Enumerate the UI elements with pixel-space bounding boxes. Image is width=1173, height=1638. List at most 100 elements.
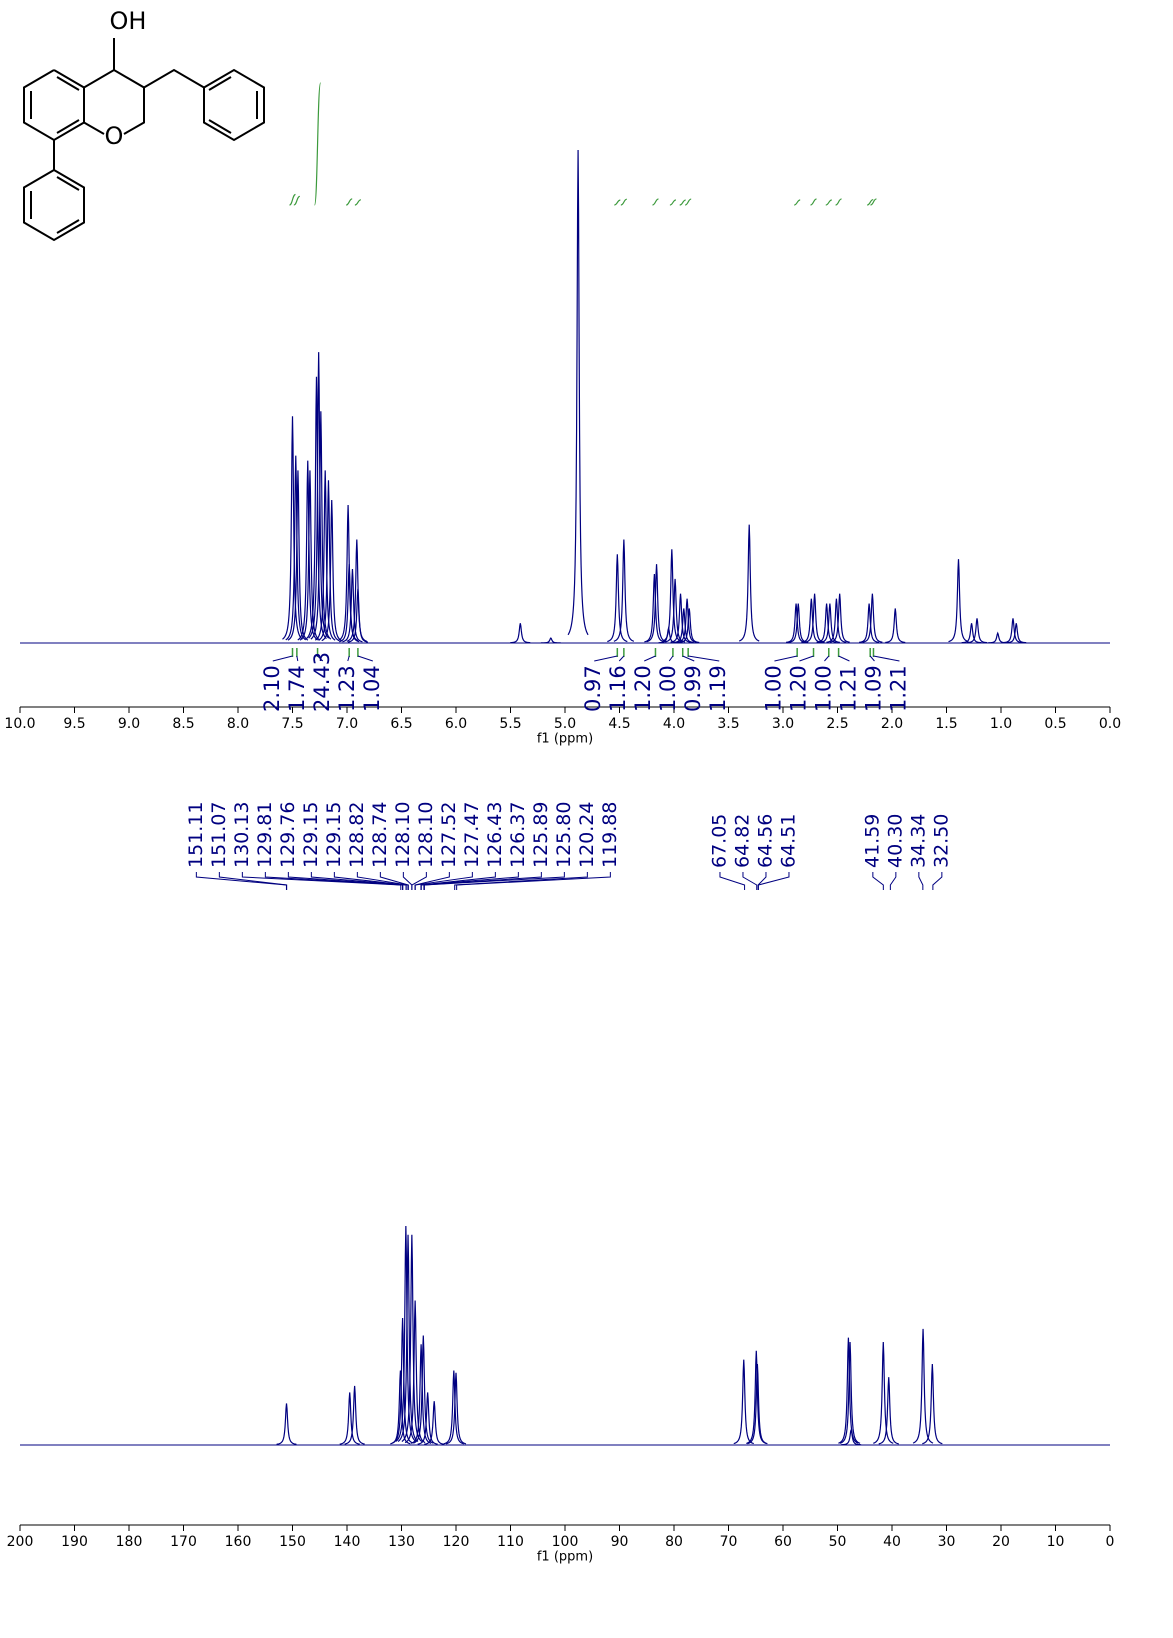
peak bbox=[859, 603, 880, 643]
peak-label: 129.15 bbox=[323, 802, 345, 868]
peak bbox=[1006, 623, 1027, 644]
integral-connector bbox=[618, 655, 625, 662]
double-bond bbox=[56, 176, 80, 191]
double-bond bbox=[56, 119, 80, 134]
phenyl-ring bbox=[23, 169, 85, 242]
peak bbox=[299, 470, 321, 641]
peak-label-connector bbox=[932, 872, 943, 890]
peak bbox=[738, 524, 760, 642]
peak bbox=[285, 455, 307, 641]
peak bbox=[801, 598, 822, 643]
integral-label: 1.19 bbox=[706, 665, 730, 712]
x-tick-label: 1.5 bbox=[935, 716, 957, 732]
peak bbox=[912, 1328, 934, 1444]
x-tick-label: 10.0 bbox=[4, 716, 35, 732]
peak-label-connector bbox=[454, 872, 588, 890]
peak bbox=[392, 1317, 413, 1444]
x-tick-label: 7.0 bbox=[336, 716, 358, 732]
integral-connector bbox=[357, 655, 373, 662]
integral-connector bbox=[799, 655, 814, 662]
x-tick-label: 10 bbox=[1047, 1534, 1065, 1550]
peak-label: 64.82 bbox=[731, 814, 753, 868]
peak bbox=[661, 549, 683, 643]
peak-label-connector bbox=[379, 872, 409, 890]
integral-connector bbox=[594, 655, 618, 662]
peak bbox=[346, 539, 368, 642]
peak bbox=[987, 631, 1008, 644]
peak bbox=[339, 564, 360, 643]
integral-curve bbox=[870, 198, 877, 206]
integral-curve bbox=[810, 198, 817, 206]
peak bbox=[676, 598, 698, 643]
peak-label-connector bbox=[423, 872, 565, 890]
peak bbox=[297, 460, 319, 641]
integral-label: 1.09 bbox=[861, 665, 885, 712]
integral-label: 24.43 bbox=[310, 652, 334, 712]
peak bbox=[318, 480, 339, 641]
peak bbox=[839, 1342, 861, 1444]
peak bbox=[424, 1401, 445, 1445]
x-tick-label: 90 bbox=[611, 1534, 629, 1550]
x-tick-label: 190 bbox=[61, 1534, 88, 1550]
peak bbox=[404, 1300, 426, 1444]
peak-label: 64.56 bbox=[754, 814, 776, 868]
peak-label-connector bbox=[287, 872, 404, 890]
x-tick-label: 180 bbox=[116, 1534, 143, 1550]
integral-connector bbox=[272, 655, 293, 662]
peak bbox=[310, 411, 332, 640]
peak bbox=[878, 1377, 899, 1445]
x-tick-label: 4.5 bbox=[608, 716, 630, 732]
integral-curve bbox=[293, 195, 301, 206]
peak-label-connector bbox=[918, 872, 924, 890]
peak-label: 129.81 bbox=[254, 802, 276, 868]
double-bond bbox=[56, 219, 80, 234]
integral-label: 1.00 bbox=[761, 665, 785, 712]
integral-connector bbox=[296, 655, 299, 662]
x-tick-label: 3.0 bbox=[772, 716, 794, 732]
integral-connector bbox=[774, 655, 798, 662]
x-tick-label: 0 bbox=[1106, 1534, 1115, 1550]
peak bbox=[679, 608, 700, 644]
integral-curve bbox=[825, 199, 832, 206]
x-tick-label: 140 bbox=[334, 1534, 361, 1550]
peak-label: 40.30 bbox=[884, 814, 906, 868]
integral-label: 1.20 bbox=[631, 665, 655, 712]
peak bbox=[922, 1363, 943, 1445]
peak-label: 41.59 bbox=[861, 814, 883, 868]
integral-curve bbox=[346, 198, 353, 206]
peak-label: 125.80 bbox=[553, 802, 575, 868]
peak bbox=[646, 564, 667, 643]
peak bbox=[644, 573, 665, 643]
integral-label: 1.00 bbox=[811, 665, 835, 712]
integral-label: 1.16 bbox=[606, 665, 630, 712]
peak bbox=[733, 1359, 754, 1445]
peak-label-connector bbox=[195, 872, 287, 890]
peak bbox=[670, 593, 691, 643]
integral-curve bbox=[685, 198, 692, 206]
peak bbox=[567, 149, 589, 636]
x-tick-label: 7.5 bbox=[281, 716, 303, 732]
peak-label-connector bbox=[757, 872, 790, 890]
peak bbox=[961, 623, 982, 644]
integral-curve bbox=[614, 199, 621, 206]
peak bbox=[540, 637, 561, 644]
peak bbox=[397, 1234, 419, 1442]
peak-label: 64.51 bbox=[777, 814, 799, 868]
integral-label: 1.00 bbox=[656, 665, 680, 712]
x-tick-label: 60 bbox=[774, 1534, 792, 1550]
x-tick-label: 20 bbox=[992, 1534, 1010, 1550]
atom-label: OH bbox=[110, 7, 147, 35]
integral-curve bbox=[867, 198, 874, 206]
x-tick-label: 6.0 bbox=[445, 716, 467, 732]
integral-curve bbox=[794, 199, 801, 206]
peak bbox=[510, 623, 531, 644]
integral-label: 1.04 bbox=[360, 665, 384, 712]
peak bbox=[314, 470, 336, 641]
peak bbox=[885, 608, 906, 644]
x-tick-label: 80 bbox=[665, 1534, 683, 1550]
peak-label: 151.11 bbox=[185, 802, 207, 868]
peak bbox=[819, 603, 840, 643]
peak-label-connector bbox=[218, 872, 288, 890]
x-tick-label: 9.5 bbox=[63, 716, 85, 732]
benzo-ring bbox=[23, 69, 85, 142]
